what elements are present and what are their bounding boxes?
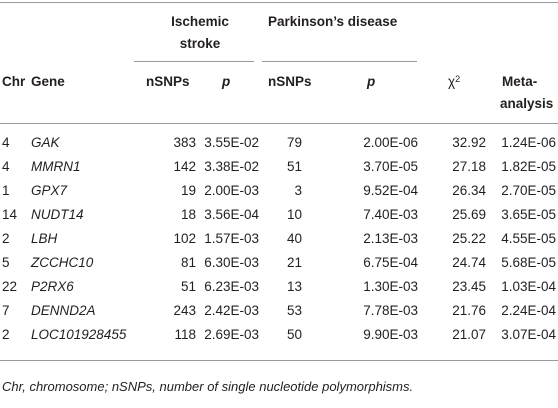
cell-nsnps-is: 51: [180, 279, 196, 294]
cell-nsnps-pd: 79: [286, 135, 302, 150]
cell-p-pd: 9.52E-04: [363, 183, 418, 198]
cell-chi: 32.92: [452, 135, 486, 150]
cell-meta: 5.68E-05: [501, 255, 556, 270]
cell-nsnps-pd: 3: [294, 183, 302, 198]
col-header-nsnps-parkinson: nSNPs: [268, 74, 312, 89]
top-rule: [0, 2, 558, 3]
chi-superscript: 2: [455, 74, 461, 84]
cell-meta: 2.70E-05: [501, 183, 556, 198]
cell-p-pd: 2.00E-06: [363, 135, 418, 150]
col-header-gene: Gene: [31, 74, 65, 89]
cell-nsnps-is: 383: [173, 135, 196, 150]
cell-p-is: 2.42E-03: [204, 303, 259, 318]
cell-nsnps-is: 102: [173, 231, 196, 246]
cell-nsnps-pd: 40: [286, 231, 302, 246]
group-rule-ischemic: [134, 61, 254, 62]
cell-p-pd: 6.75E-04: [363, 255, 418, 270]
cell-chi: 21.07: [452, 327, 486, 342]
group-header-ischemic-line1: Ischemic: [171, 14, 229, 29]
cell-p-is: 3.38E-02: [204, 159, 259, 174]
col-header-chi-square: χ2: [448, 74, 460, 90]
cell-chr: 2: [2, 231, 10, 246]
cell-gene: P2RX6: [31, 279, 74, 294]
cell-meta: 3.07E-04: [501, 327, 556, 342]
cell-nsnps-pd: 21: [286, 255, 302, 270]
group-header-ischemic-line2: stroke: [179, 36, 221, 51]
cell-p-pd: 3.70E-05: [363, 159, 418, 174]
cell-meta: 4.55E-05: [501, 231, 556, 246]
col-header-meta-line2: analysis: [500, 96, 554, 111]
col-header-meta-line1: Meta-: [502, 74, 538, 89]
col-header-p-parkinson: p: [367, 74, 376, 89]
cell-meta: 1.03E-04: [501, 279, 556, 294]
header-rule: [0, 123, 558, 124]
col-header-p-ischemic: p: [222, 74, 231, 89]
cell-gene: NUDT14: [31, 207, 84, 222]
cell-nsnps-is: 118: [174, 327, 196, 342]
cell-chi: 27.18: [452, 159, 486, 174]
cell-chi: 24.74: [452, 255, 486, 270]
cell-p-pd: 9.90E-03: [363, 327, 418, 342]
cell-nsnps-pd: 13: [286, 279, 302, 294]
cell-chr: 1: [2, 183, 10, 198]
cell-meta: 3.65E-05: [501, 207, 556, 222]
cell-gene: LOC101928455: [31, 327, 127, 342]
col-header-chr: Chr: [2, 74, 26, 89]
cell-gene: GAK: [31, 135, 60, 150]
cell-nsnps-is: 18: [180, 207, 196, 222]
cell-chi: 21.76: [452, 303, 486, 318]
cell-chi: 25.22: [452, 231, 486, 246]
cell-nsnps-is: 142: [173, 159, 196, 174]
table-footnote: Chr, chromosome; nSNPs, number of single…: [2, 379, 414, 394]
cell-chr: 7: [2, 303, 10, 318]
cell-gene: MMRN1: [31, 159, 81, 174]
cell-meta: 1.24E-06: [501, 135, 556, 150]
cell-meta: 1.82E-05: [501, 159, 556, 174]
cell-chi: 23.45: [452, 279, 486, 294]
cell-chr: 2: [2, 327, 10, 342]
cell-chi: 25.69: [452, 207, 486, 222]
cell-nsnps-pd: 50: [286, 327, 302, 342]
cell-p-pd: 7.40E-03: [363, 207, 418, 222]
cell-meta: 2.24E-04: [501, 303, 556, 318]
cell-p-is: 1.57E-03: [204, 231, 259, 246]
col-header-nsnps-ischemic: nSNPs: [146, 74, 190, 89]
cell-nsnps-pd: 10: [286, 207, 302, 222]
cell-chr: 5: [2, 255, 10, 270]
cell-p-is: 6.23E-03: [204, 279, 259, 294]
cell-p-is: 2.00E-03: [204, 183, 259, 198]
cell-nsnps-is: 243: [173, 303, 196, 318]
cell-chr: 4: [2, 159, 10, 174]
cell-p-pd: 2.13E-03: [363, 231, 418, 246]
cell-chr: 4: [2, 135, 10, 150]
cell-p-pd: 7.78E-03: [363, 303, 418, 318]
cell-p-pd: 1.30E-03: [363, 279, 418, 294]
cell-p-is: 6.30E-03: [204, 255, 259, 270]
cell-gene: ZCCHC10: [31, 255, 94, 270]
group-header-parkinson: Parkinson’s disease: [268, 14, 398, 29]
cell-gene: DENND2A: [31, 303, 96, 318]
cell-chi: 26.34: [452, 183, 486, 198]
bottom-rule: [0, 360, 558, 361]
cell-nsnps-is: 81: [180, 255, 196, 270]
group-rule-parkinson: [262, 61, 417, 62]
cell-chr: 22: [2, 279, 18, 294]
cell-p-is: 2.69E-03: [204, 327, 259, 342]
cell-nsnps-pd: 53: [286, 303, 302, 318]
cell-nsnps-pd: 51: [286, 159, 302, 174]
cell-gene: LBH: [31, 231, 58, 246]
chi-symbol: χ: [448, 74, 456, 89]
cell-nsnps-is: 19: [180, 183, 196, 198]
cell-gene: GPX7: [31, 183, 68, 198]
cell-p-is: 3.55E-02: [204, 135, 259, 150]
cell-p-is: 3.56E-04: [204, 207, 259, 222]
cell-chr: 14: [2, 207, 18, 222]
